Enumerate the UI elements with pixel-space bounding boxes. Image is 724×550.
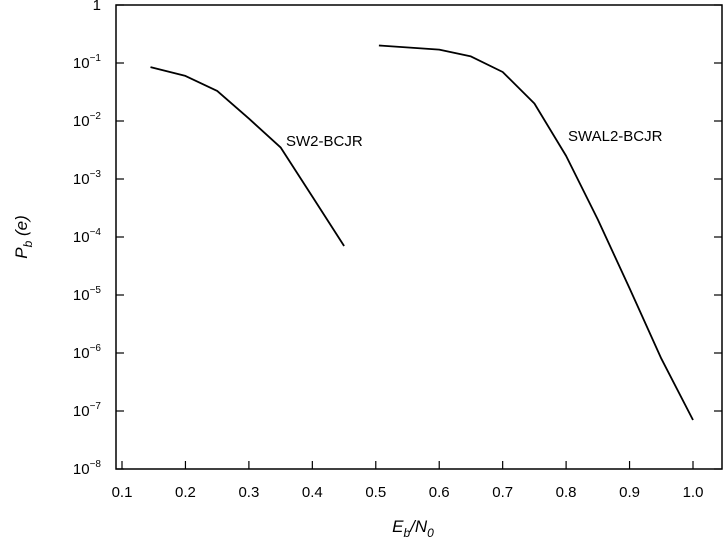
x-axis-label: Eb/N0 [392, 517, 434, 540]
y-tick-label: 10−1 [73, 53, 102, 72]
x-tick-label: 1.0 [683, 484, 704, 501]
x-tick-label: 0.5 [365, 484, 386, 501]
plot-frame [115, 4, 723, 470]
y-tick-label: 10−4 [73, 227, 102, 246]
x-tick-label: 0.2 [175, 484, 196, 501]
x-tick-label: 0.7 [492, 484, 513, 501]
series-lines [150, 44, 694, 421]
y-axis-label: Pb (e) [12, 215, 35, 259]
x-tick-label: 0.3 [238, 484, 259, 501]
y-tick-label: 1 [93, 0, 101, 14]
y-tick-label: 10−3 [73, 169, 102, 188]
x-tick-label: 0.8 [556, 484, 577, 501]
x-tick-label: 0.6 [429, 484, 450, 501]
series-line-2 [378, 44, 694, 421]
x-ticks: 0.1 0.2 0.3 0.4 0.5 0.6 0.7 0.8 0.9 1.0 [112, 461, 704, 501]
series-label-1: SW2-BCJR [286, 133, 363, 150]
series-line-1 [150, 66, 345, 247]
x-tick-label: 0.1 [112, 484, 133, 501]
x-tick-label: 0.9 [619, 484, 640, 501]
x-tick-label: 0.4 [302, 484, 323, 501]
y-tick-label: 10−6 [73, 343, 102, 362]
y-ticks: 1 10−1 10−2 10−3 10−4 10−5 10−6 10−7 10−8 [73, 0, 722, 478]
y-tick-label: 10−8 [73, 459, 102, 478]
y-tick-label: 10−2 [73, 111, 102, 130]
y-tick-label: 10−7 [73, 401, 102, 420]
series-labels: SW2-BCJR SWAL2-BCJR [286, 128, 663, 150]
y-tick-label: 10−5 [73, 285, 102, 304]
series-label-2: SWAL2-BCJR [568, 128, 663, 145]
